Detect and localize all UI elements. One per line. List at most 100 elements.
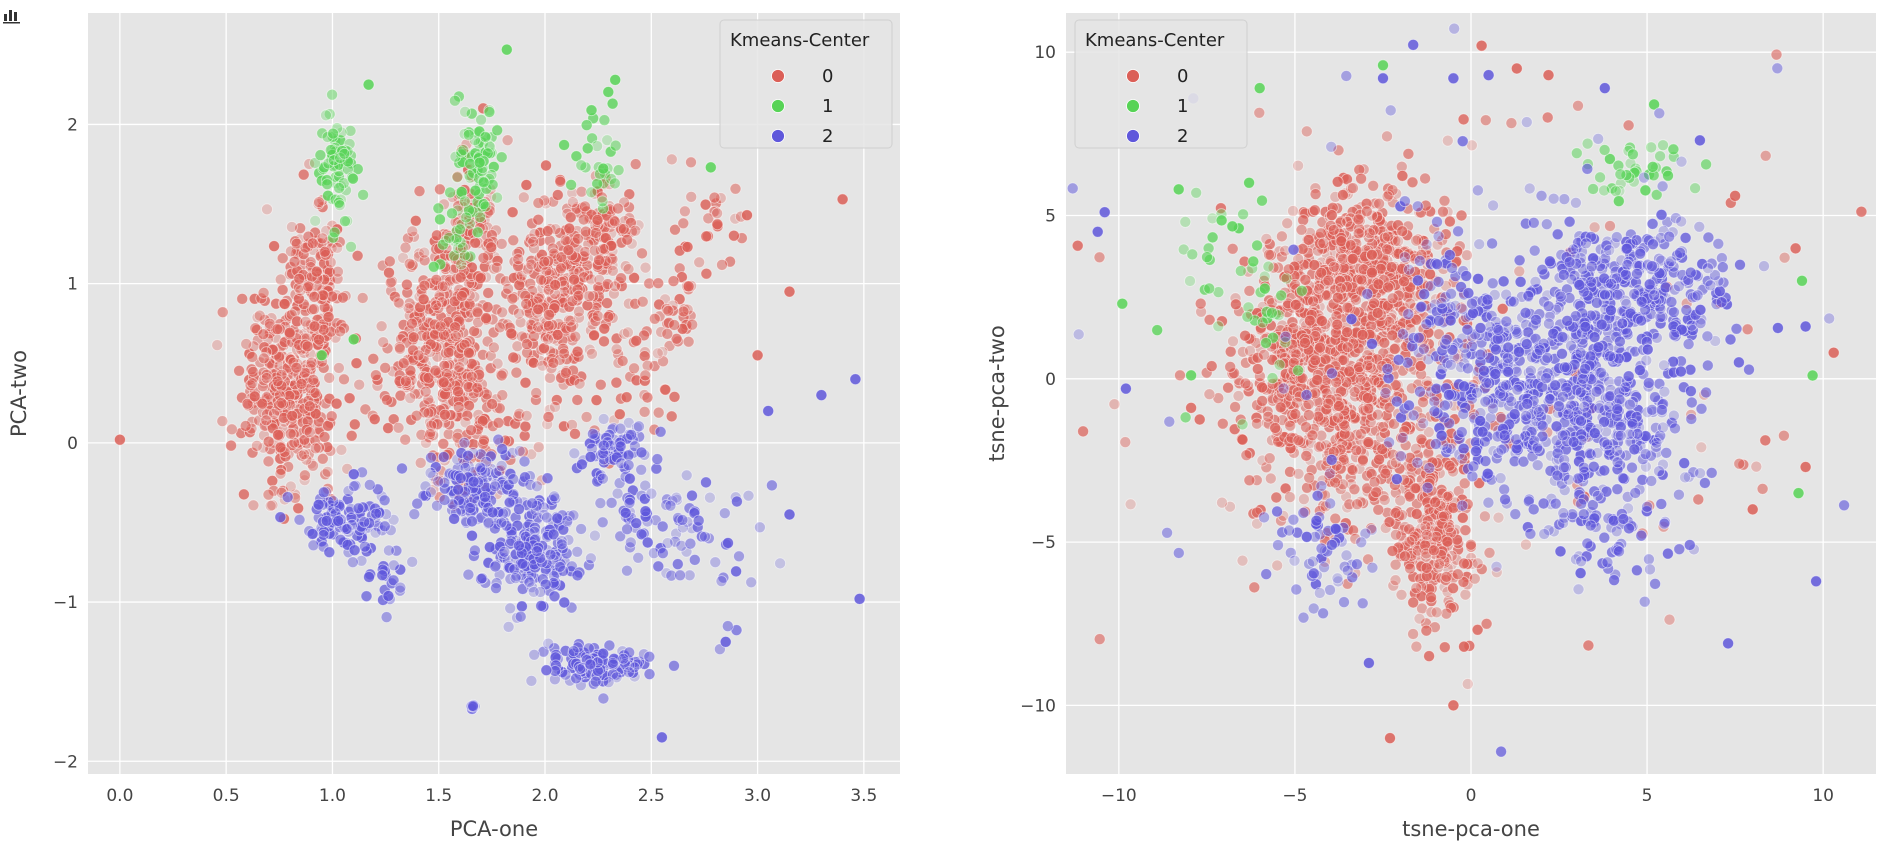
scatter-point (520, 409, 533, 422)
scatter-point (1423, 650, 1435, 662)
scatter-point (686, 489, 698, 502)
scatter-point (1201, 251, 1213, 264)
scatter-point (656, 520, 669, 533)
scatter-point (1341, 341, 1354, 354)
scatter-point (271, 323, 284, 336)
scatter-point (1695, 441, 1708, 454)
scatter-point (1479, 510, 1491, 523)
scatter-point (454, 223, 466, 236)
scatter-point (636, 295, 649, 308)
scatter-point (1322, 274, 1335, 287)
scatter-point (1263, 248, 1275, 261)
series-0 (114, 102, 849, 525)
scatter-point (1289, 408, 1302, 421)
scatter-point (704, 491, 716, 504)
scatter-point (211, 339, 224, 352)
scatter-point (1332, 411, 1344, 424)
scatter-point (1262, 410, 1275, 423)
scatter-point (562, 244, 575, 257)
scatter-point (304, 256, 317, 268)
scatter-point (1215, 214, 1228, 227)
legend-label: 0 (822, 66, 833, 87)
scatter-point (1243, 176, 1255, 189)
scatter-point (538, 255, 551, 268)
scatter-point (424, 486, 437, 499)
scatter-point (606, 264, 619, 277)
bar-chart-icon[interactable] (1, 6, 23, 24)
scatter-point (357, 188, 370, 201)
scatter-point (558, 596, 571, 609)
scatter-point (1406, 176, 1419, 189)
scatter-point (454, 271, 467, 284)
scatter-point (309, 387, 322, 399)
scatter-point (1216, 417, 1229, 430)
scatter-point (1605, 277, 1617, 290)
scatter-point (567, 196, 579, 209)
scatter-point (1646, 260, 1658, 273)
scatter-point (462, 449, 475, 462)
scatter-point (584, 658, 597, 671)
scatter-point (1441, 134, 1454, 147)
scatter-point (392, 296, 405, 309)
scatter-point (651, 347, 664, 360)
scatter-point (469, 236, 482, 249)
scatter-point (593, 254, 605, 267)
scatter-point (639, 369, 652, 382)
scatter-point (783, 285, 796, 298)
scatter-point (589, 675, 602, 688)
scatter-point (338, 147, 351, 160)
scatter-point (628, 362, 640, 375)
scatter-point (276, 252, 289, 265)
scatter-point (1319, 353, 1332, 366)
x-tick-label: 2.0 (531, 786, 558, 806)
scatter-point (422, 407, 435, 420)
scatter-point (483, 541, 496, 553)
scatter-point (418, 279, 431, 292)
scatter-point (1778, 251, 1791, 264)
scatter-point (1289, 298, 1302, 311)
scatter-point (487, 341, 500, 354)
scatter-point (316, 452, 329, 465)
scatter-point (367, 352, 380, 365)
scatter-point (1407, 628, 1419, 640)
scatter-point (1203, 282, 1216, 295)
scatter-point (1385, 261, 1398, 274)
scatter-point (1093, 251, 1106, 264)
scatter-point (622, 459, 635, 472)
scatter-point (427, 260, 440, 273)
scatter-point (1417, 396, 1429, 409)
scatter-point (559, 234, 572, 247)
scatter-point (575, 159, 588, 172)
scatter-point (635, 463, 648, 476)
scatter-point (350, 357, 363, 370)
scatter-point (383, 255, 396, 268)
scatter-point (1341, 301, 1354, 314)
scatter-point (1419, 172, 1431, 185)
y-tick-label: 2 (67, 115, 78, 135)
scatter-point (327, 127, 340, 140)
scatter-point (527, 235, 540, 248)
scatter-point (482, 516, 495, 529)
scatter-point (457, 144, 470, 157)
scatter-point (1299, 336, 1311, 349)
scatter-point (352, 502, 365, 515)
scatter-point (1451, 568, 1464, 581)
scatter-point (1362, 402, 1375, 415)
scatter-point (585, 552, 597, 565)
scatter-point (1715, 296, 1728, 309)
scatter-point (1388, 343, 1401, 355)
scatter-point (1505, 117, 1518, 129)
scatter-point (584, 450, 597, 463)
scatter-point (262, 435, 275, 448)
scatter-point (443, 231, 456, 244)
scatter-point (1241, 310, 1254, 323)
scatter-point (1262, 260, 1275, 273)
scatter-point (682, 280, 695, 293)
scatter-point (1402, 147, 1415, 160)
scatter-point (1357, 453, 1369, 466)
scatter-point (577, 213, 590, 226)
scatter-point (293, 513, 306, 526)
scatter-point (509, 572, 522, 584)
scatter-point (1458, 557, 1470, 570)
scatter-point (507, 234, 520, 247)
